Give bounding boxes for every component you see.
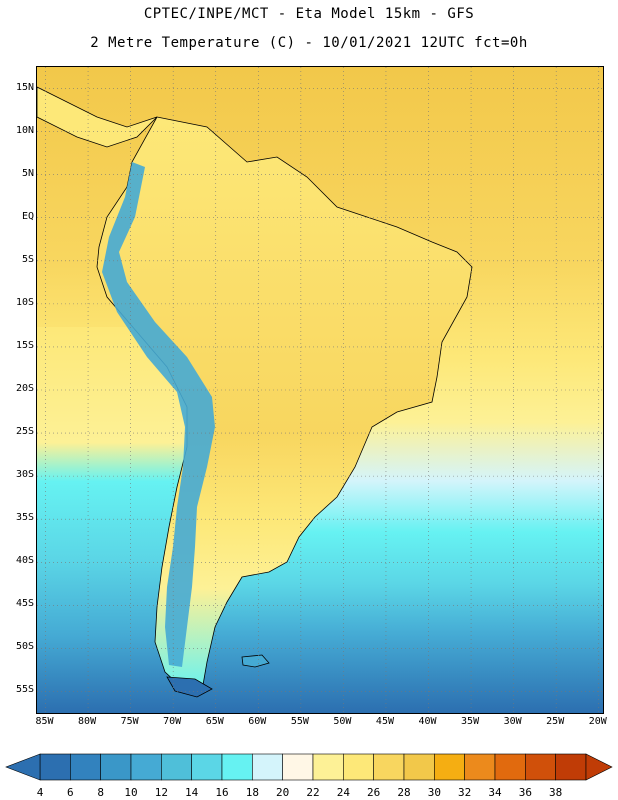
colorbar-tick-label: 18: [245, 786, 259, 799]
colorbar-tick-label: 16: [215, 786, 229, 799]
colorbar-swatch: [494, 753, 526, 781]
latitude-label: 25S: [15, 426, 34, 438]
colorbar-tick-label: 28: [397, 786, 411, 799]
longitude-label: 55W: [290, 716, 309, 727]
colorbar-swatch: [403, 753, 435, 781]
longitude-label: 45W: [375, 716, 394, 727]
latitude-label: 20S: [15, 383, 34, 394]
longitude-label: 25W: [546, 716, 565, 727]
andes-cold-band: [102, 162, 215, 667]
latitude-label: 40S: [15, 555, 34, 567]
colorbar-swatch: [282, 753, 314, 781]
falkland-islands: [241, 654, 270, 668]
longitude-label: 35W: [461, 716, 480, 727]
colorbar-tick-label: 34: [488, 786, 502, 799]
colorbar-swatch: [525, 753, 556, 781]
colorbar-tick-label: 22: [306, 786, 320, 799]
longitude-label: 70W: [163, 716, 182, 727]
longitude-label: 60W: [248, 716, 267, 727]
latitude-label: 35S: [15, 512, 34, 524]
latitude-label: 45S: [15, 598, 34, 610]
colorbar-swatch: [39, 753, 71, 781]
colorbar-swatch: [434, 753, 465, 781]
colorbar-tick-label: 26: [367, 786, 381, 799]
colorbar-tick-label: 8: [97, 786, 104, 799]
latitude-label: 15S: [15, 339, 34, 351]
map-title: CPTEC/INPE/MCT - Eta Model 15km - GFS: [143, 6, 475, 22]
colorbar-tick-label: 20: [276, 786, 290, 799]
latitude-label: 30S: [15, 469, 34, 481]
tierra-del-fuego: [166, 676, 213, 698]
colorbar-swatch: [312, 753, 344, 781]
colorbar-tick-label: 36: [518, 786, 532, 799]
latitude-label: 10S: [15, 296, 34, 308]
map-subtitle: 2 Metre Temperature (C) - 10/01/2021 12U…: [90, 35, 528, 51]
colorbar-right-arrow: [585, 753, 613, 781]
longitude-label: 75W: [120, 716, 139, 727]
latitude-label: 5N: [21, 167, 34, 179]
colorbar-swatch: [130, 753, 162, 781]
longitude-label: 50W: [333, 716, 352, 727]
latitude-label: 15N: [15, 81, 34, 93]
colorbar-tick-label: 6: [67, 786, 74, 799]
longitude-label: 40W: [418, 716, 437, 727]
colorbar-tick-label: 32: [458, 786, 472, 799]
colorbar-swatch: [373, 753, 405, 781]
colorbar-tick-label: 12: [154, 786, 168, 799]
colorbar-swatch: [70, 753, 101, 781]
latitude-label: 10N: [15, 124, 34, 136]
colorbar-swatch: [252, 753, 283, 781]
colorbar-swatch: [464, 753, 496, 781]
colorbar: [5, 753, 613, 781]
colorbar-tick-label: 38: [549, 786, 563, 799]
colorbar-swatch: [100, 753, 132, 781]
latitude-label: 50S: [15, 641, 34, 653]
colorbar-tick-label: 30: [427, 786, 441, 799]
colorbar-tick-label: 14: [185, 786, 199, 799]
longitude-label: 30W: [503, 716, 522, 727]
temperature-map: [36, 66, 604, 714]
colorbar-tick-label: 24: [336, 786, 350, 799]
central-america: [37, 86, 158, 148]
longitude-label: 85W: [35, 716, 54, 727]
colorbar-swatch: [161, 753, 192, 781]
colorbar-swatch: [343, 753, 374, 781]
colorbar-tick-label: 4: [36, 786, 44, 799]
latitude-label: 5S: [21, 253, 34, 265]
longitude-label: 80W: [78, 716, 97, 727]
colorbar-swatch: [555, 753, 587, 781]
longitude-label: 20W: [588, 716, 607, 727]
longitude-label: 65W: [205, 716, 224, 727]
latitude-label: 55S: [15, 684, 34, 696]
colorbar-tick-label: 10: [124, 786, 138, 799]
colorbar-swatch: [191, 753, 223, 781]
latitude-label: EQ: [21, 210, 34, 222]
colorbar-swatch: [221, 753, 253, 781]
colorbar-left-arrow: [5, 753, 41, 781]
map-canvas: [37, 67, 603, 713]
